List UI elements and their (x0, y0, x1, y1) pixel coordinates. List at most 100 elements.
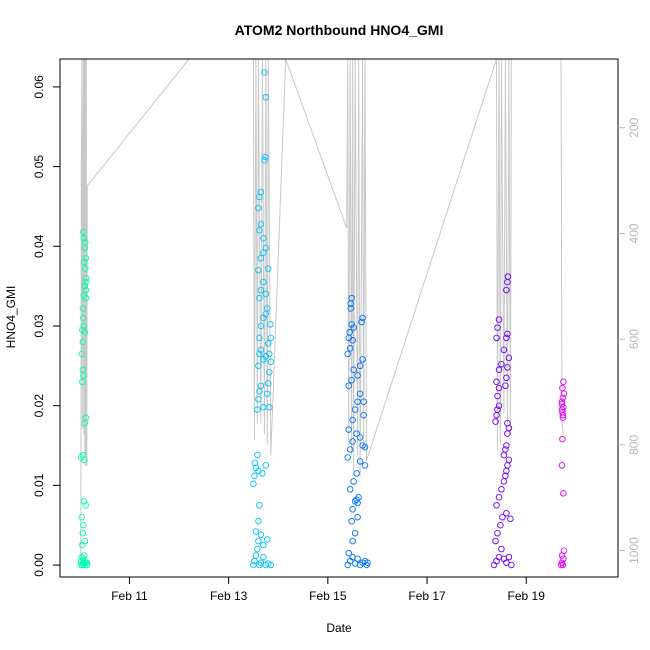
data-point (351, 529, 359, 537)
altitude-line (80, 58, 564, 556)
y-tick-label: 0.00 (32, 553, 46, 577)
data-point (257, 188, 265, 196)
data-point (346, 329, 353, 336)
data-point (500, 451, 508, 459)
data-point (266, 404, 273, 411)
data-point (82, 265, 89, 272)
data-point (344, 454, 351, 461)
data-point (348, 376, 355, 384)
data-point (495, 384, 503, 392)
data-point (255, 266, 262, 274)
data-point (505, 456, 513, 464)
data-point (502, 446, 509, 453)
data-point (262, 94, 270, 101)
data-point (78, 513, 86, 521)
data-point (350, 478, 357, 485)
data-point (260, 278, 267, 286)
x-axis-label: Date (326, 621, 352, 635)
data-point (257, 531, 265, 539)
data-point (265, 340, 272, 347)
data-point (558, 400, 566, 408)
data-point (354, 372, 361, 379)
data-point (251, 472, 258, 480)
data-point (82, 239, 89, 246)
data-point (505, 553, 513, 561)
data-point (505, 354, 513, 362)
data-point (364, 559, 371, 566)
data-point (346, 446, 354, 453)
data-point (348, 517, 355, 525)
data-point (250, 561, 257, 569)
data-point (80, 228, 87, 236)
data-point (353, 470, 360, 477)
data-point (359, 356, 366, 363)
x-tick-label: Feb 11 (111, 589, 148, 603)
y-axis: 0.00 0.01 0.02 0.03 0.04 0.05 0.06 (32, 75, 60, 577)
data-point (82, 274, 90, 282)
y2-tick-label: 400 (627, 223, 641, 243)
data-point (354, 513, 361, 521)
data-point (355, 494, 362, 501)
y2-tick-label: 200 (627, 117, 641, 137)
data-point (493, 334, 500, 342)
data-point (503, 509, 510, 517)
data-point (251, 557, 258, 565)
data-point (82, 294, 90, 302)
data-point (504, 430, 511, 437)
data-point (267, 561, 275, 569)
data-point (497, 521, 504, 529)
data-points (77, 69, 568, 569)
x-tick-label: Feb 17 (408, 589, 446, 603)
series-4 (490, 273, 515, 569)
altitude-profile (80, 58, 564, 556)
data-point (360, 398, 367, 405)
data-point (494, 324, 501, 331)
data-point (349, 506, 356, 513)
data-point (500, 346, 508, 354)
data-point (81, 552, 88, 559)
data-point (500, 478, 508, 485)
data-point (493, 411, 500, 419)
data-point (83, 278, 90, 286)
data-point (264, 536, 271, 543)
data-point (349, 438, 356, 445)
data-point (347, 305, 354, 312)
data-point (254, 545, 261, 553)
y2-axis: 200 400 600 800 1000 (618, 117, 641, 564)
data-point (353, 430, 360, 437)
data-point (82, 254, 90, 262)
data-point (503, 286, 510, 294)
data-point (83, 559, 91, 566)
data-point (345, 426, 352, 433)
data-point (81, 282, 89, 290)
data-point (504, 462, 511, 469)
data-point (79, 378, 86, 386)
data-point (503, 442, 510, 449)
data-point (558, 398, 566, 405)
data-point (79, 338, 87, 346)
data-point (255, 204, 262, 212)
data-point (559, 384, 566, 392)
data-point (81, 456, 88, 464)
data-point (79, 305, 87, 312)
data-point (262, 462, 270, 469)
data-point (361, 462, 369, 469)
data-point (503, 374, 510, 382)
data-point (347, 300, 354, 307)
data-point (560, 547, 568, 554)
data-point (80, 498, 88, 505)
data-point (361, 443, 369, 451)
x-tick-label: Feb 13 (210, 589, 248, 603)
series-2 (250, 69, 275, 569)
data-point (349, 537, 356, 545)
data-point (504, 419, 511, 427)
data-point (346, 345, 354, 352)
data-point (559, 394, 567, 401)
data-point (81, 537, 89, 545)
data-point (345, 382, 352, 389)
data-point (499, 513, 506, 521)
data-point (504, 273, 512, 280)
series-5 (557, 378, 568, 569)
data-point (82, 414, 90, 421)
